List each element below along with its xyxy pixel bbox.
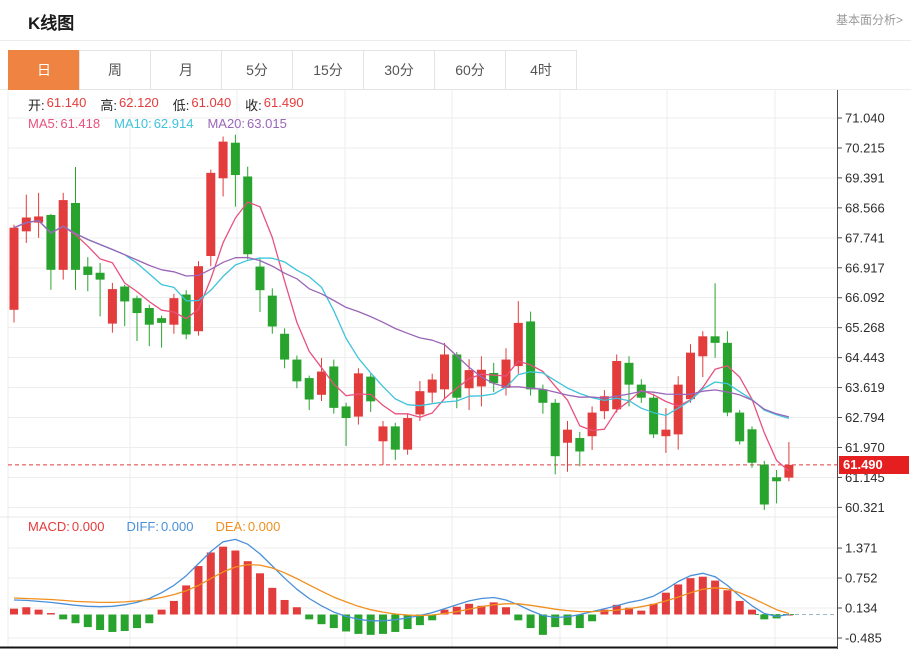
header-divider — [0, 40, 911, 41]
page-title: K线图 — [28, 14, 75, 33]
axis-tick-label: 1.371 — [845, 541, 878, 556]
axis-tick-label: 69.391 — [845, 170, 885, 185]
legend-item: 低: 61.040 — [172, 95, 232, 113]
ohlc-legend: 开: 61.140 高: 62.120 低: 61.040 收: 61.490 — [28, 95, 304, 114]
period-tabs: 日周月 5分 15分 30分 60分 4时 — [8, 50, 577, 90]
axis-tick-label: 67.741 — [845, 230, 885, 245]
legend-item: MA5: 61.418 — [28, 116, 101, 131]
axis-tick-label: 70.215 — [845, 140, 885, 155]
tab-60分[interactable]: 60分 — [434, 50, 506, 90]
tab-日[interactable]: 日 — [8, 50, 80, 90]
axis-tick-label: 60.321 — [845, 500, 885, 515]
axis-tick-label: 61.970 — [845, 440, 885, 455]
axis-tick-label: 66.092 — [845, 290, 885, 305]
ma-legend: MA5: 61.418 MA10: 62.914 MA20: 63.015 — [28, 116, 287, 131]
legend-item: MA10: 62.914 — [114, 116, 194, 131]
axis-tick-label: 65.268 — [845, 320, 885, 335]
axis-tick-label: 62.794 — [845, 410, 885, 425]
legend-item: 收: 61.490 — [245, 95, 304, 113]
tab-4时[interactable]: 4时 — [505, 50, 577, 90]
axis-tick-label: -0.485 — [845, 631, 882, 646]
axis-tick-label: 71.040 — [845, 111, 885, 126]
axis-tick-label: 0.752 — [845, 571, 878, 586]
current-price-badge: 61.490 — [839, 456, 909, 474]
axis-tick-label: 0.134 — [845, 601, 878, 616]
tab-周[interactable]: 周 — [79, 50, 151, 90]
legend-item: MA20: 63.015 — [207, 116, 287, 131]
axis-tick-label: 63.619 — [845, 380, 885, 395]
legend-item: 高: 62.120 — [100, 95, 159, 113]
fundamental-analysis-link[interactable]: 基本面分析> — [835, 13, 903, 27]
tab-月[interactable]: 月 — [150, 50, 222, 90]
tab-30分[interactable]: 30分 — [363, 50, 435, 90]
axis-tick-label: 68.566 — [845, 200, 885, 215]
axis-tick-label: 64.443 — [845, 350, 885, 365]
legend-item: DEA: 0.000 — [215, 519, 281, 534]
legend-item: MACD: 0.000 — [28, 519, 105, 534]
axis-tick-label: 66.917 — [845, 260, 885, 275]
macd-legend: MACD: 0.000 DIFF: 0.000 DEA: 0.000 — [28, 519, 280, 534]
legend-item: DIFF: 0.000 — [126, 519, 194, 534]
legend-item: 开: 61.140 — [28, 95, 87, 113]
tab-15分[interactable]: 15分 — [292, 50, 364, 90]
tab-5分[interactable]: 5分 — [221, 50, 293, 90]
